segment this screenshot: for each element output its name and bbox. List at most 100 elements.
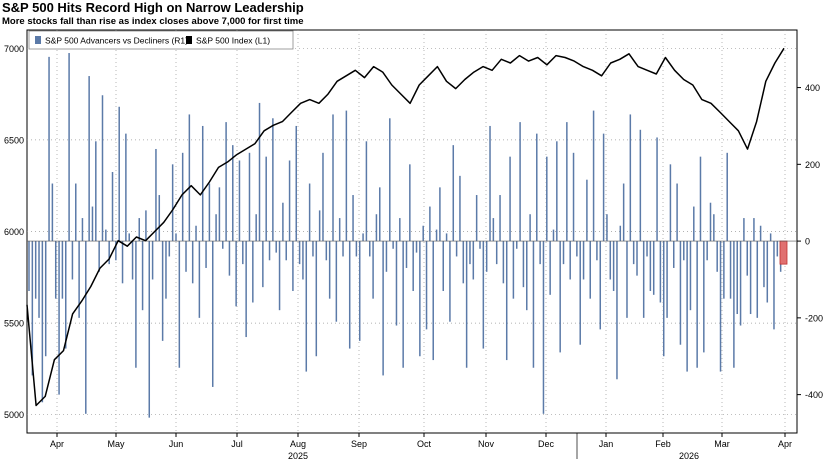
advancers-decliners-bar [522,241,525,288]
advancers-decliners-bar [452,145,455,242]
right-tick-label: -200 [805,313,823,323]
left-tick-label: 6500 [4,135,24,145]
advancers-decliners-bar [689,241,692,311]
advancers-decliners-bar [252,241,254,303]
advancers-decliners-bar [315,241,318,357]
combo-chart: 5000 5500 6000 6500 7000 400 200 0 -200 -400 Apr Ma… [4,29,823,461]
advancers-decliners-bar [676,183,678,242]
advancers-decliners-bar [499,195,501,242]
advancers-decliners-bar [138,218,140,242]
advancers-decliners-bar [756,241,759,318]
advancers-decliners-bar [713,214,715,242]
advancers-decliners-bar [225,122,227,242]
advancers-decliners-bar [659,241,662,303]
year-label: 2026 [679,451,699,459]
advancers-decliners-bar [268,241,271,261]
advancers-decliners-bar [379,187,381,242]
advancers-decliners-bar [158,195,161,242]
advancers-decliners-bar [245,241,247,338]
advancers-decliners-bar [736,241,738,315]
advancers-decliners-bar [579,241,581,345]
advancers-decliners-bar [492,218,495,242]
advancers-decliners-bar [365,141,368,242]
advancers-decliners-bar [592,110,595,242]
left-tick-label: 5000 [4,410,24,420]
advancers-decliners-bar [115,241,117,261]
advancers-decliners-bar [175,233,177,242]
advancers-decliners-bar [673,241,675,268]
advancers-decliners-bar [566,122,568,242]
advancers-decliners-bar [402,241,404,368]
advancers-decliners-bar [352,195,354,242]
advancers-decliners-bar [576,241,578,257]
advancers-decliners-bar [171,164,174,242]
month-label: Sep [351,439,367,449]
advancers-decliners-bar [372,241,374,299]
advancers-decliners-bar [529,214,531,242]
advancers-decliners-bar [285,241,287,261]
advancers-decliners-bar [101,95,104,242]
advancers-decliners-bar [753,218,755,242]
advancers-decliners-bar [609,241,612,280]
advancers-decliners-bar [572,152,575,242]
advancers-decliners-bar [419,241,421,357]
advancers-decliners-bar [188,114,191,242]
advancers-decliners-bar [385,241,388,272]
right-tick-label: 200 [805,160,820,170]
advancers-decliners-bar [332,114,334,242]
advancers-decliners-bar [505,241,508,361]
advancers-decliners-bar [479,241,481,249]
advancers-decliners-bar [696,241,698,368]
advancers-decliners-bar [405,241,408,268]
advancers-decliners-bar [275,241,277,253]
legend-label-line: S&P 500 Index (L1) [196,36,270,46]
advancers-decliners-bar [599,241,602,330]
advancers-decliners-bar [282,202,284,242]
advancers-decliners-bar [462,241,465,284]
advancers-decliners-bar [151,241,154,280]
month-label: Nov [478,439,495,449]
advancers-decliners-bar [131,241,134,280]
month-label: Mar [714,439,730,449]
advancers-decliners-bar [509,156,511,242]
advancers-decliners-bar [763,241,765,288]
advancers-decliners-bar [459,175,461,242]
advancers-decliners-bar [68,53,70,242]
advancers-decliners-bar [773,241,775,330]
advancers-decliners-bar [248,152,251,242]
advancers-decliners-bar [746,241,749,276]
advancers-decliners-bar [28,241,30,291]
advancers-decliners-bar [322,152,324,242]
left-tick-label: 6000 [4,227,24,237]
advancers-decliners-bar [165,241,167,299]
advancers-decliners-bar [51,183,54,242]
advancers-decliners-bar [649,241,652,291]
advancers-decliners-bar [265,156,267,242]
advancers-decliners-bar [345,110,348,242]
advancers-decliners-bar [502,241,505,284]
advancers-decliners-bar [308,183,311,242]
advancers-decliners-bar [636,241,638,276]
advancers-decliners-bar [602,133,605,242]
advancers-decliners-bar [335,241,338,322]
advancers-decliners-bar [141,241,144,311]
advancers-decliners-bar [389,118,391,242]
advancers-decliners-bar [489,125,491,242]
advancers-decliners-bar [619,225,622,242]
month-label: Oct [417,439,432,449]
advancers-decliners-bar [743,218,745,242]
chart-area: 5000 5500 6000 6500 7000 400 200 0 -200 -400 Apr Ma… [0,28,829,461]
sp500-index-line [26,47,785,407]
advancers-decliners-bar [512,241,515,299]
advancers-decliners-bar [355,241,358,257]
advancers-decliners-bar [135,241,137,368]
advancers-decliners-bar [709,202,712,242]
advancers-decliners-bar [382,241,384,376]
advancers-decliners-bar [549,241,551,295]
advancers-decliners-bar [111,172,114,242]
advancers-decliners-bar [445,233,448,242]
advancers-decliners-bar [586,179,588,242]
advancers-decliners-bar [211,241,214,387]
left-tick-label: 5500 [4,319,24,329]
advancers-decliners-bar [348,241,351,349]
